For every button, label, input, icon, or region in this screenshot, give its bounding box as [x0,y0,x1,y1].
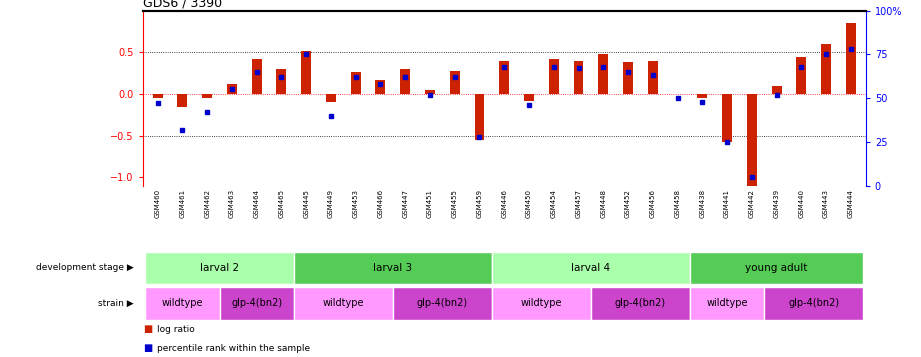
Bar [376,80,385,94]
Text: log ratio: log ratio [157,325,194,334]
Bar [845,23,856,94]
Text: wildtype: wildtype [322,298,364,308]
Bar [401,69,410,94]
Bar [574,61,584,94]
Text: GSM461: GSM461 [180,189,185,218]
Text: GSM453: GSM453 [353,189,358,218]
FancyBboxPatch shape [591,287,690,320]
Bar [351,71,361,94]
Text: GSM454: GSM454 [551,189,557,218]
Bar [449,71,460,94]
Text: GSM455: GSM455 [451,189,458,218]
FancyBboxPatch shape [690,287,764,320]
Bar [227,84,237,94]
Text: young adult: young adult [745,263,808,273]
Text: GSM462: GSM462 [204,189,210,218]
Text: GSM440: GSM440 [799,189,804,218]
FancyBboxPatch shape [294,287,393,320]
Text: GSM460: GSM460 [155,189,160,218]
Text: GSM443: GSM443 [823,189,829,218]
Text: GSM445: GSM445 [303,189,309,218]
Text: GSM449: GSM449 [328,189,334,218]
Text: ■: ■ [143,324,152,334]
Bar [624,62,633,94]
Bar [499,61,509,94]
Text: GSM464: GSM464 [253,189,260,218]
Bar [524,94,534,101]
FancyBboxPatch shape [690,252,863,284]
Text: GSM446: GSM446 [501,189,507,218]
FancyBboxPatch shape [294,252,492,284]
Text: GSM442: GSM442 [749,189,755,218]
Text: GSM438: GSM438 [699,189,705,218]
FancyBboxPatch shape [146,252,294,284]
Text: GSM450: GSM450 [526,189,532,218]
Bar [797,56,806,94]
Text: GSM456: GSM456 [650,189,656,218]
Bar [747,94,757,186]
FancyBboxPatch shape [393,287,492,320]
Text: GSM458: GSM458 [674,189,681,218]
Text: GSM451: GSM451 [427,189,433,218]
Bar [722,94,732,142]
Bar [647,61,658,94]
Text: GSM465: GSM465 [278,189,285,218]
Bar [326,94,336,102]
Text: GSM452: GSM452 [625,189,631,218]
Bar [203,94,212,98]
Text: larval 3: larval 3 [373,263,413,273]
Text: larval 4: larval 4 [571,263,611,273]
Text: GDS6 / 3390: GDS6 / 3390 [143,0,222,10]
FancyBboxPatch shape [146,287,219,320]
Text: percentile rank within the sample: percentile rank within the sample [157,345,309,353]
Text: GSM441: GSM441 [724,189,730,218]
FancyBboxPatch shape [492,287,591,320]
Bar [697,94,707,98]
Text: wildtype: wildtype [706,298,748,308]
Text: wildtype: wildtype [520,298,562,308]
Text: glp-4(bn2): glp-4(bn2) [788,298,839,308]
Bar [276,69,286,94]
Text: GSM466: GSM466 [378,189,383,218]
FancyBboxPatch shape [219,287,294,320]
Text: development stage ▶: development stage ▶ [36,263,134,272]
Bar [251,59,262,94]
Bar [822,44,831,94]
Text: GSM439: GSM439 [774,189,779,218]
Bar [153,94,163,98]
FancyBboxPatch shape [764,287,863,320]
Text: GSM447: GSM447 [402,189,408,218]
Text: GSM448: GSM448 [600,189,606,218]
Text: strain ▶: strain ▶ [98,299,134,308]
Bar [549,59,559,94]
Text: glp-4(bn2): glp-4(bn2) [231,298,282,308]
Text: GSM444: GSM444 [848,189,854,218]
Text: glp-4(bn2): glp-4(bn2) [417,298,468,308]
Text: larval 2: larval 2 [200,263,239,273]
Text: GSM463: GSM463 [229,189,235,218]
Bar [425,90,435,94]
Bar [301,51,311,94]
Bar [599,54,608,94]
Text: wildtype: wildtype [161,298,204,308]
Text: GSM457: GSM457 [576,189,581,218]
FancyBboxPatch shape [492,252,690,284]
Bar [772,86,782,94]
Bar [474,94,484,140]
Text: glp-4(bn2): glp-4(bn2) [615,298,666,308]
Text: GSM459: GSM459 [476,189,483,218]
Bar [178,94,187,106]
Text: ■: ■ [143,343,152,353]
